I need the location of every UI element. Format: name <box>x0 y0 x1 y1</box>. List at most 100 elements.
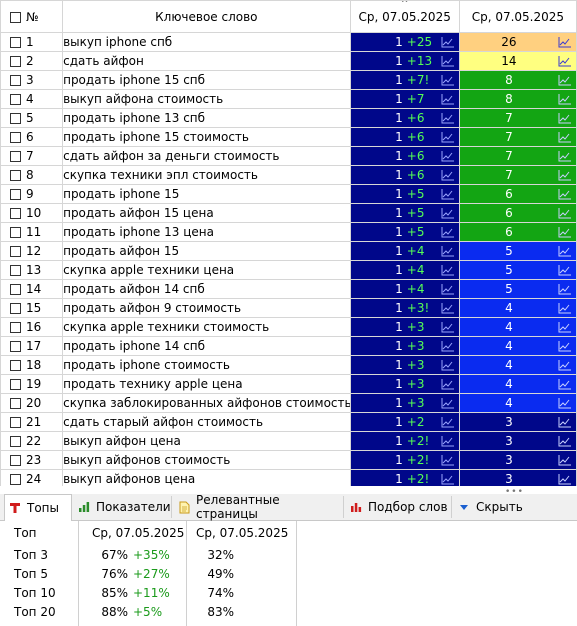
trend-chart-icon[interactable] <box>441 416 455 428</box>
keyword-cell[interactable]: сдать айфон <box>62 51 351 71</box>
position-date2-cell[interactable]: 5 <box>458 279 577 299</box>
table-row[interactable]: 14 продать айфон 14 спб 1 +4 5 <box>0 279 577 299</box>
table-row[interactable]: 20 скупка заблокированных айфонов стоимос… <box>0 393 577 413</box>
keyword-cell[interactable]: скупка техники эпл стоимость <box>62 165 351 185</box>
trend-chart-icon[interactable] <box>558 340 572 352</box>
row-number-cell[interactable]: 19 <box>0 374 64 394</box>
row-number-cell[interactable]: 21 <box>0 412 64 432</box>
trend-chart-icon[interactable] <box>558 473 572 485</box>
tab-hide[interactable]: Скрыть <box>454 496 530 518</box>
row-number-cell[interactable]: 15 <box>0 298 64 318</box>
position-date1-cell[interactable]: 1 +5 <box>349 203 460 223</box>
row-number-cell[interactable]: 10 <box>0 203 64 223</box>
position-date1-cell[interactable]: 1 +3 <box>349 393 460 413</box>
position-date2-cell[interactable]: 4 <box>458 355 577 375</box>
table-row[interactable]: 6 продать iphone 15 стоимость 1 +6 7 <box>0 127 577 147</box>
trend-chart-icon[interactable] <box>558 302 572 314</box>
trend-chart-icon[interactable] <box>558 188 572 200</box>
row-checkbox[interactable] <box>10 227 21 238</box>
trend-chart-icon[interactable] <box>441 321 455 333</box>
position-date2-cell[interactable]: 8 <box>458 70 577 90</box>
table-row[interactable]: 13 скупка apple техники цена 1 +4 5 <box>0 260 577 280</box>
position-date1-cell[interactable]: 1 +7! <box>349 70 460 90</box>
row-checkbox[interactable] <box>10 37 21 48</box>
position-date1-cell[interactable]: 1 +3! <box>349 298 460 318</box>
row-checkbox[interactable] <box>10 284 21 295</box>
position-date2-cell[interactable]: 3 <box>458 431 577 451</box>
trend-chart-icon[interactable] <box>558 321 572 333</box>
trend-chart-icon[interactable] <box>558 245 572 257</box>
trend-chart-icon[interactable] <box>558 226 572 238</box>
position-date2-cell[interactable]: 4 <box>458 336 577 356</box>
trend-chart-icon[interactable] <box>441 435 455 447</box>
trend-chart-icon[interactable] <box>558 36 572 48</box>
row-checkbox[interactable] <box>10 56 21 67</box>
position-date2-cell[interactable]: 5 <box>458 241 577 261</box>
row-number-cell[interactable]: 8 <box>0 165 64 185</box>
position-date2-cell[interactable]: 6 <box>458 184 577 204</box>
trend-chart-icon[interactable] <box>558 454 572 466</box>
trend-chart-icon[interactable] <box>441 36 455 48</box>
table-row[interactable]: 24 выкуп айфонов цена 1 +2! 3 <box>0 469 577 486</box>
row-number-cell[interactable]: 13 <box>0 260 64 280</box>
row-checkbox[interactable] <box>10 94 21 105</box>
trend-chart-icon[interactable] <box>441 93 455 105</box>
tab-indicators[interactable]: Показатели <box>74 496 172 518</box>
table-row[interactable]: 7 сдать айфон за деньги стоимость 1 +6 7 <box>0 146 577 166</box>
position-date1-cell[interactable]: 1 +5 <box>349 184 460 204</box>
row-number-cell[interactable]: 17 <box>0 336 64 356</box>
position-date1-cell[interactable]: 1 +2! <box>349 450 460 470</box>
trend-chart-icon[interactable] <box>441 74 455 86</box>
table-row[interactable]: 10 продать айфон 15 цена 1 +5 6 <box>0 203 577 223</box>
trend-chart-icon[interactable] <box>441 340 455 352</box>
position-date1-cell[interactable]: 1 +6 <box>349 165 460 185</box>
position-date2-cell[interactable]: 7 <box>458 108 577 128</box>
select-all-checkbox[interactable] <box>10 11 21 23</box>
trend-chart-icon[interactable] <box>558 112 572 124</box>
table-row[interactable]: 3 продать iphone 15 спб 1 +7! 8 <box>0 70 577 90</box>
position-date2-cell[interactable]: 8 <box>458 89 577 109</box>
row-number-cell[interactable]: 9 <box>0 184 64 204</box>
keyword-cell[interactable]: продать iphone 13 цена <box>62 222 351 242</box>
trend-chart-icon[interactable] <box>441 226 455 238</box>
trend-chart-icon[interactable] <box>441 397 455 409</box>
table-row[interactable]: 15 продать айфон 9 стоимость 1 +3! 4 <box>0 298 577 318</box>
keyword-cell[interactable]: продать iphone 15 стоимость <box>62 127 351 147</box>
trend-chart-icon[interactable] <box>558 283 572 295</box>
table-row[interactable]: 8 скупка техники эпл стоимость 1 +6 7 <box>0 165 577 185</box>
position-date1-cell[interactable]: 1 +6 <box>349 108 460 128</box>
tab-word-selection[interactable]: Подбор слов <box>346 496 452 518</box>
row-number-cell[interactable]: 7 <box>0 146 64 166</box>
keyword-cell[interactable]: продать айфон 14 спб <box>62 279 351 299</box>
keyword-cell[interactable]: выкуп айфонов цена <box>62 469 351 486</box>
table-row[interactable]: 23 выкуп айфонов стоимость 1 +2! 3 <box>0 450 577 470</box>
position-date2-cell[interactable]: 3 <box>458 469 577 486</box>
position-date2-cell[interactable]: 26 <box>458 32 577 52</box>
trend-chart-icon[interactable] <box>441 473 455 485</box>
position-date1-cell[interactable]: 1 +2! <box>349 469 460 486</box>
keyword-cell[interactable]: выкуп айфона стоимость <box>62 89 351 109</box>
row-checkbox[interactable] <box>10 170 21 181</box>
row-checkbox[interactable] <box>10 379 21 390</box>
position-date1-cell[interactable]: 1 +6 <box>349 127 460 147</box>
position-date2-cell[interactable]: 7 <box>458 127 577 147</box>
position-date2-cell[interactable]: 6 <box>458 222 577 242</box>
trend-chart-icon[interactable] <box>441 378 455 390</box>
row-checkbox[interactable] <box>10 417 21 428</box>
trend-chart-icon[interactable] <box>441 188 455 200</box>
keyword-cell[interactable]: продать айфон 15 <box>62 241 351 261</box>
trend-chart-icon[interactable] <box>558 264 572 276</box>
position-date1-cell[interactable]: 1 +3 <box>349 355 460 375</box>
keyword-cell[interactable]: продать iphone 15 <box>62 184 351 204</box>
row-number-cell[interactable]: 23 <box>0 450 64 470</box>
keyword-cell[interactable]: скупка apple техники цена <box>62 260 351 280</box>
row-number-cell[interactable]: 3 <box>0 70 64 90</box>
trend-chart-icon[interactable] <box>558 416 572 428</box>
position-date1-cell[interactable]: 1 +3 <box>349 374 460 394</box>
trend-chart-icon[interactable] <box>558 131 572 143</box>
table-row[interactable]: 16 скупка apple техники стоимость 1 +3 4 <box>0 317 577 337</box>
table-row[interactable]: 19 продать технику apple цена 1 +3 4 <box>0 374 577 394</box>
row-checkbox[interactable] <box>10 208 21 219</box>
keyword-cell[interactable]: продать iphone 14 спб <box>62 336 351 356</box>
row-number-cell[interactable]: 20 <box>0 393 64 413</box>
